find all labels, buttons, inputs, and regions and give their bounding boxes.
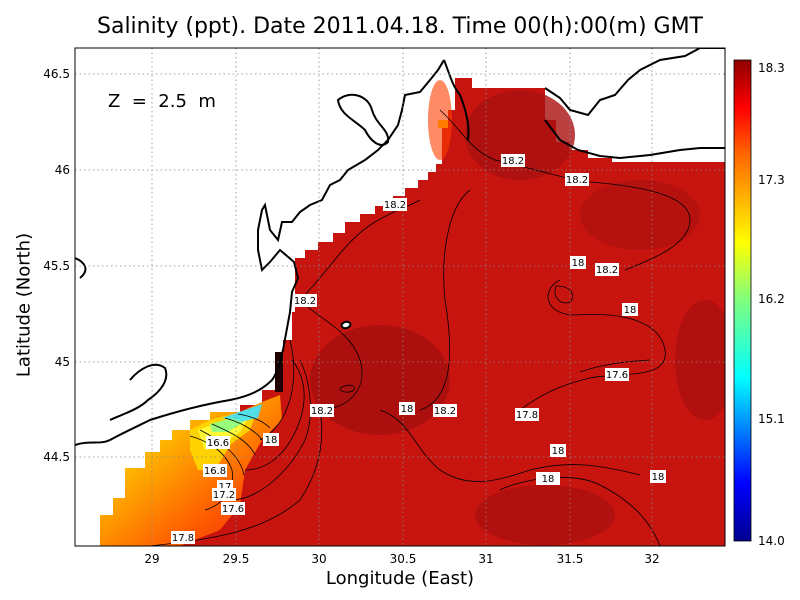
svg-text:17.2: 17.2	[213, 490, 235, 501]
contour-label: 18	[622, 303, 638, 316]
svg-text:18.2: 18.2	[434, 406, 456, 417]
contour-label: 17.6	[221, 502, 245, 515]
lat-tick-label: 46	[55, 163, 70, 177]
colorbar: 14.0 15.1 16.2 17.3 18.3	[733, 59, 785, 548]
contour-label: 18.2	[433, 404, 457, 417]
lat-tick-label: 44.5	[43, 450, 70, 464]
svg-text:18: 18	[572, 258, 585, 269]
lon-tick-label: 29.5	[223, 552, 250, 566]
svg-text:18: 18	[401, 404, 414, 415]
lon-tick-label: 30.5	[390, 552, 417, 566]
lon-ticks: 29 29.5 30 30.5 31 31.5 32	[144, 552, 659, 566]
contour-label: 18	[263, 433, 279, 446]
svg-text:17.8: 17.8	[516, 410, 538, 421]
contour-label: 18	[550, 444, 566, 457]
svg-text:16.8: 16.8	[204, 466, 226, 477]
contour-label: 17.8	[515, 408, 539, 421]
colorbar-tick: 16.2	[758, 292, 785, 306]
contour-label: 18.2	[501, 154, 525, 167]
contour-label: 16.6	[206, 436, 230, 449]
svg-text:18: 18	[552, 446, 565, 457]
coastline	[75, 48, 725, 446]
lat-ticks: 44.5 45 45.5 46 46.5	[43, 67, 70, 464]
contour-label: 18.2	[595, 263, 619, 276]
svg-text:17.6: 17.6	[606, 370, 628, 381]
svg-text:18: 18	[542, 474, 555, 485]
colorbar-tick: 15.1	[758, 412, 785, 426]
colorbar-tick: 14.0	[758, 534, 785, 548]
lon-tick-label: 31.5	[557, 552, 584, 566]
contour-label-group: 18.2 18.2 18.2 18.2 18.2 18 18 18 18.2 1…	[171, 154, 666, 544]
lon-tick-label: 31	[478, 552, 493, 566]
lon-tick-label: 32	[644, 552, 659, 566]
depth-label: Z = 2.5 m	[108, 91, 216, 112]
colorbar-gradient	[733, 59, 752, 542]
svg-text:18: 18	[624, 305, 637, 316]
contour-label: 18.2	[383, 198, 407, 211]
colorbar-tick: 18.3	[758, 61, 785, 75]
contour-label: 18.2	[293, 294, 317, 307]
svg-text:18.2: 18.2	[566, 175, 588, 186]
svg-text:16.6: 16.6	[207, 438, 229, 449]
lat-tick-label: 46.5	[43, 67, 70, 81]
contour-label: 17.2	[212, 488, 236, 501]
map-title: Salinity (ppt). Date 2011.04.18. Time 00…	[97, 14, 703, 39]
svg-text:17.8: 17.8	[172, 533, 194, 544]
lon-tick-label: 30	[311, 552, 326, 566]
contour-label: 17.6	[605, 368, 629, 381]
contour-label: 18	[570, 256, 586, 269]
contour-label: 18	[399, 402, 415, 415]
x-axis-label: Longitude (East)	[325, 568, 475, 589]
svg-text:17.6: 17.6	[222, 504, 244, 515]
contour-label: 18	[536, 472, 560, 485]
graticule	[75, 48, 725, 546]
contour-label: 17.8	[171, 531, 195, 544]
svg-text:18: 18	[265, 435, 278, 446]
colorbar-tick: 17.3	[758, 173, 785, 187]
svg-text:18.2: 18.2	[311, 406, 333, 417]
lat-tick-label: 45	[55, 355, 70, 369]
lat-tick-label: 45.5	[43, 259, 70, 273]
svg-text:18.2: 18.2	[596, 265, 618, 276]
contour-label: 16.8	[203, 464, 227, 477]
contour-label: 18.2	[310, 404, 334, 417]
contour-label: 18.2	[565, 173, 589, 186]
plot-frame	[74, 47, 726, 547]
lon-tick-label: 29	[144, 552, 159, 566]
contour-label: 18	[650, 470, 666, 483]
svg-text:17: 17	[219, 482, 232, 493]
svg-text:18.2: 18.2	[384, 200, 406, 211]
svg-text:18.2: 18.2	[294, 296, 316, 307]
contour-lines	[149, 109, 691, 546]
svg-text:18: 18	[652, 472, 665, 483]
svg-text:18.2: 18.2	[502, 156, 524, 167]
